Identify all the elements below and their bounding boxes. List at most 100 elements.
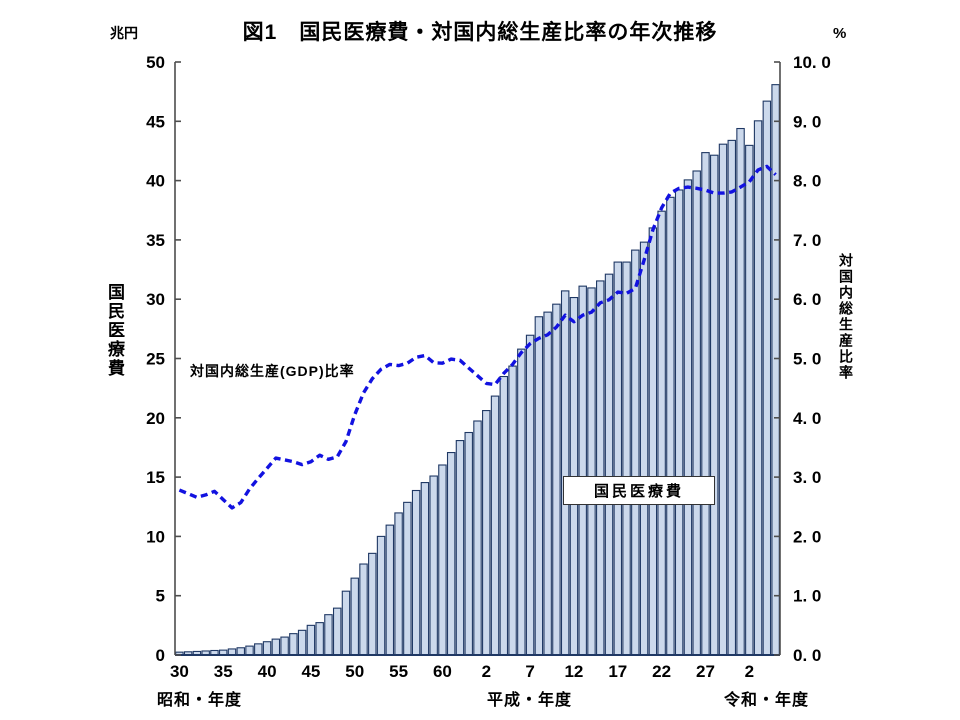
- bar: [254, 643, 263, 656]
- bar: [499, 375, 509, 656]
- bar: [341, 590, 351, 656]
- x-tick-label: 2: [482, 662, 491, 681]
- bar: [429, 475, 438, 656]
- bar: [473, 420, 482, 656]
- bar: [534, 316, 544, 656]
- right-axis-unit: %: [833, 25, 847, 42]
- bar: [762, 100, 772, 656]
- bar: [332, 607, 342, 656]
- right-tick-label: 8. 0: [793, 172, 821, 191]
- x-tick-label: 17: [608, 662, 627, 681]
- bar: [359, 563, 368, 656]
- x-tick-label: 7: [525, 662, 534, 681]
- x-axis-era-heisei: 平成・年度: [487, 692, 573, 709]
- right-tick-label: 6. 0: [793, 290, 821, 309]
- x-tick-label: 30: [170, 662, 189, 681]
- right-tick-label: 5. 0: [793, 350, 821, 369]
- bar: [745, 144, 754, 656]
- bar: [350, 577, 359, 656]
- left-tick-label: 45: [146, 112, 165, 131]
- bar: [245, 645, 254, 656]
- x-tick-label: 45: [301, 662, 320, 681]
- right-tick-label: 0. 0: [793, 646, 821, 665]
- bar: [692, 170, 701, 656]
- bar: [446, 451, 456, 656]
- bar: [271, 638, 281, 656]
- left-tick-label: 10: [146, 527, 165, 546]
- medical-cost-bar-label: 国民医療費: [563, 476, 715, 505]
- bar: [289, 633, 298, 656]
- bar: [438, 464, 447, 656]
- bar: [324, 614, 333, 656]
- bar: [517, 348, 526, 656]
- bar: [368, 552, 377, 656]
- gdp-ratio-line: [178, 164, 777, 510]
- bar: [622, 261, 631, 656]
- bar: [315, 622, 324, 656]
- left-axis-unit: 兆円: [110, 25, 138, 41]
- bar: [236, 647, 246, 656]
- bar: [596, 280, 605, 656]
- left-tick-label: 5: [156, 587, 165, 606]
- bar: [710, 154, 719, 656]
- x-tick-label: 22: [652, 662, 671, 681]
- bar: [604, 273, 614, 656]
- bar: [394, 512, 403, 656]
- bar: [639, 241, 649, 656]
- bar: [648, 227, 658, 656]
- bar: [262, 641, 272, 656]
- left-tick-label: 15: [146, 468, 165, 487]
- bar: [560, 290, 570, 656]
- bar: [736, 127, 745, 656]
- right-tick-label: 9. 0: [793, 112, 821, 131]
- bar: [727, 139, 737, 656]
- medical-cost-bar-label-text: 国民医療費: [593, 483, 684, 500]
- bar: [385, 524, 395, 656]
- bar: [420, 482, 430, 656]
- left-tick-label: 0: [156, 646, 165, 665]
- bar: [613, 261, 623, 656]
- bar: [376, 535, 386, 656]
- right-axis-title: 対国内総生産比率: [838, 253, 854, 381]
- bar: [683, 179, 693, 656]
- bar: [753, 120, 763, 656]
- left-tick-label: 30: [146, 290, 165, 309]
- left-axis-title: 国民医療費: [105, 283, 124, 378]
- bar: [657, 210, 666, 656]
- bar: [674, 189, 684, 656]
- right-tick-label: 2. 0: [793, 527, 821, 546]
- x-tick-label: 12: [564, 662, 583, 681]
- right-tick-label: 7. 0: [793, 231, 821, 250]
- bar: [490, 395, 500, 656]
- x-tick-label: 55: [389, 662, 408, 681]
- page-title: 図1 国民医療費・対国内総生産比率の年次推移: [242, 21, 718, 44]
- bar: [455, 440, 465, 656]
- bar: [411, 489, 421, 656]
- left-tick-label: 50: [146, 53, 165, 72]
- x-axis-era-showa: 昭和・年度: [157, 692, 243, 709]
- x-tick-label: 60: [433, 662, 452, 681]
- x-tick-label: 27: [696, 662, 715, 681]
- bar: [508, 365, 517, 656]
- x-tick-label: 2: [745, 662, 754, 681]
- bar: [578, 285, 587, 656]
- right-tick-label: 3. 0: [793, 468, 821, 487]
- left-tick-label: 40: [146, 172, 165, 191]
- bar: [666, 196, 675, 656]
- left-tick-label: 25: [146, 350, 165, 369]
- x-tick-label: 35: [214, 662, 233, 681]
- x-axis-era-reiwa: 令和・年度: [724, 692, 810, 709]
- right-tick-label: 1. 0: [793, 587, 821, 606]
- bar: [464, 431, 473, 656]
- bar: [543, 311, 552, 656]
- bar: [718, 143, 728, 656]
- bar: [482, 410, 491, 656]
- right-tick-label: 10. 0: [793, 53, 831, 72]
- bar: [701, 152, 710, 656]
- bar: [280, 636, 289, 656]
- bar: [403, 501, 412, 656]
- bar: [552, 303, 561, 656]
- bar: [771, 84, 780, 656]
